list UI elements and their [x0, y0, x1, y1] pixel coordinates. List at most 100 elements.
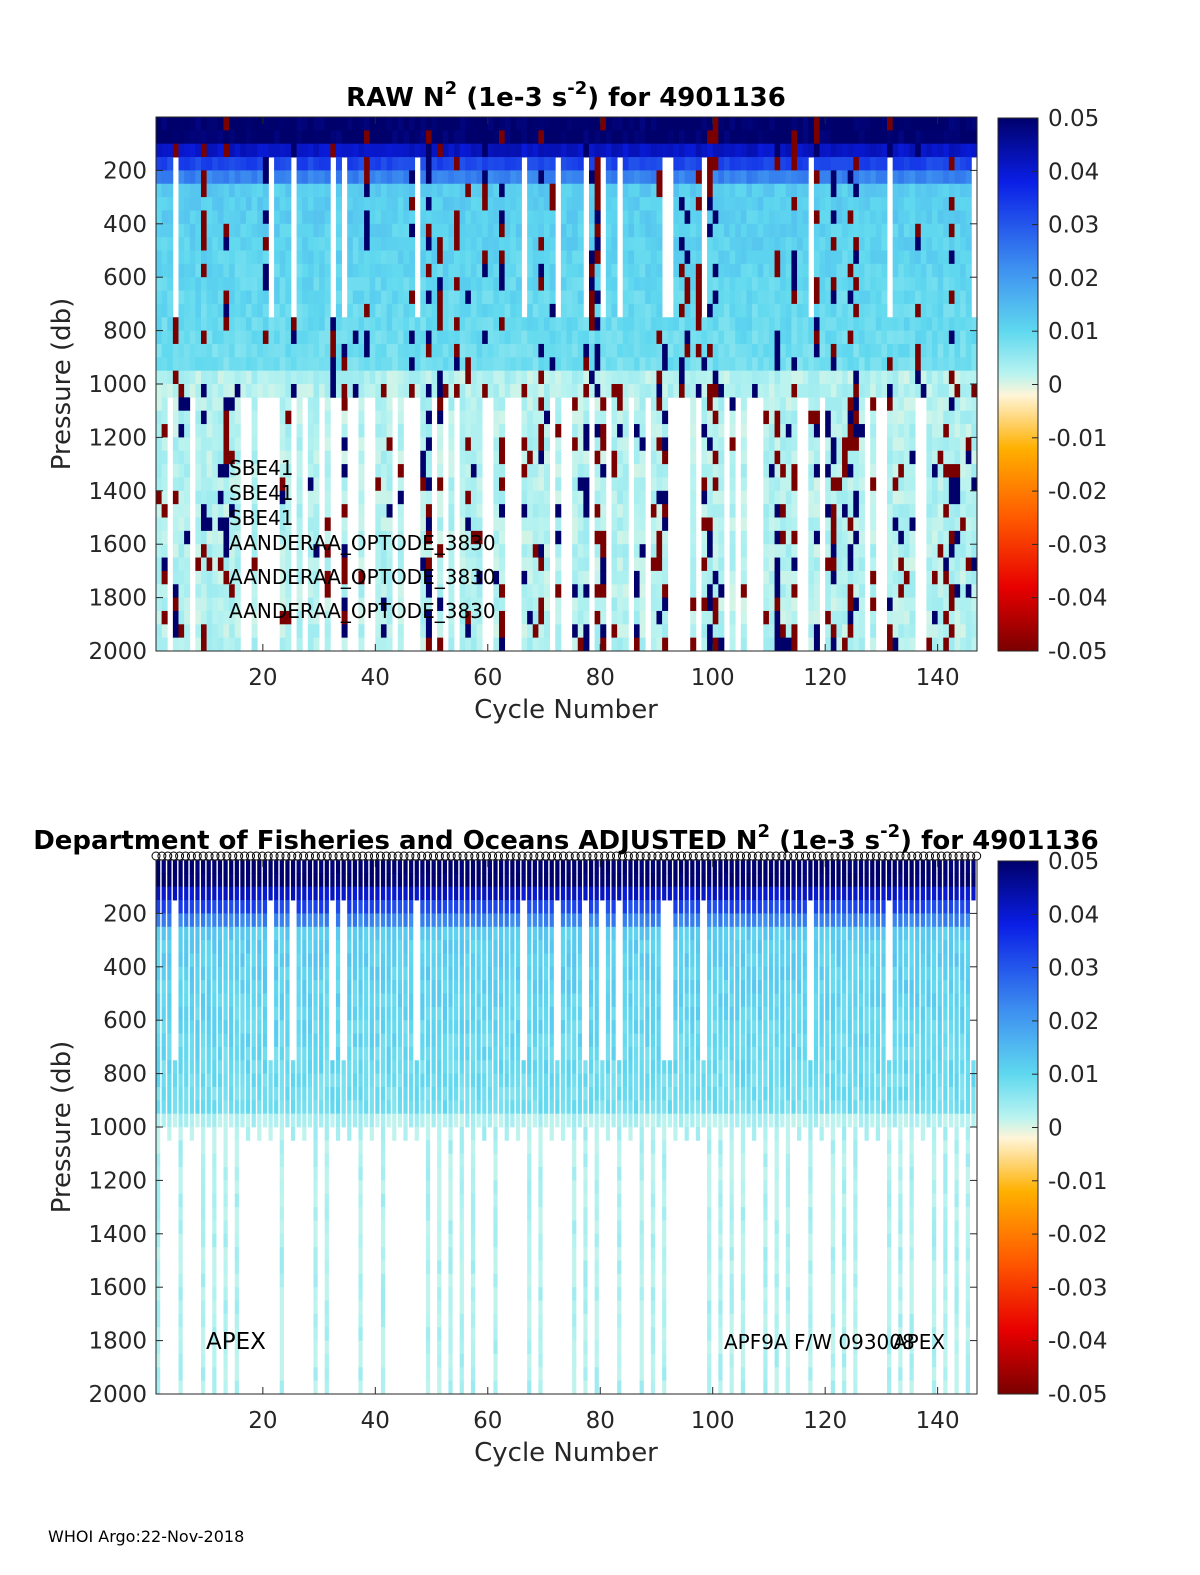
raw-cell: [836, 130, 843, 145]
raw-cell: [521, 330, 528, 345]
raw-cell: [605, 277, 612, 291]
raw-cell: [836, 317, 843, 331]
raw-cell: [319, 317, 326, 331]
raw-cell: [768, 290, 775, 305]
raw-cell: [870, 210, 877, 225]
raw-cell: [324, 290, 331, 305]
raw-cell: [296, 477, 303, 492]
raw-cell: [195, 290, 202, 305]
raw-cell: [499, 317, 506, 331]
raw-cell: [954, 170, 961, 185]
raw-cell: [324, 170, 331, 185]
raw-cell: [161, 157, 168, 171]
raw-cell: [825, 477, 832, 492]
raw-cell: [768, 223, 775, 238]
raw-cell: [386, 504, 393, 518]
raw-cell: [476, 530, 483, 545]
raw-cell: [892, 544, 899, 558]
raw-cell: [527, 170, 534, 185]
raw-cell: [161, 610, 168, 625]
raw-cell: [178, 490, 185, 505]
raw-cell: [420, 597, 427, 612]
raw-cell: [319, 117, 326, 131]
raw-cell: [268, 384, 275, 398]
raw-cell: [853, 223, 860, 238]
raw-cell: [718, 170, 725, 185]
raw-cell: [954, 584, 961, 598]
raw-cell: [375, 384, 382, 398]
raw-cell: [813, 397, 820, 412]
raw-cell: [223, 410, 230, 425]
raw-cell: [611, 303, 618, 318]
raw-cell: [572, 303, 579, 318]
raw-cell: [836, 143, 843, 158]
raw-cell: [870, 263, 877, 278]
adjusted-cell: [178, 1380, 183, 1395]
raw-cell: [577, 117, 584, 131]
raw-cell: [932, 557, 939, 572]
raw-cell: [229, 370, 236, 385]
raw-cell: [156, 263, 163, 278]
raw-cell: [206, 597, 213, 612]
raw-cell: [397, 464, 404, 478]
raw-cell: [364, 143, 371, 158]
raw-cell: [960, 570, 967, 585]
raw-cell: [167, 277, 174, 291]
raw-cell: [341, 490, 348, 505]
raw-cell: [375, 210, 382, 225]
raw-cell: [251, 370, 258, 385]
raw-cell: [909, 597, 916, 612]
raw-cell: [437, 357, 444, 372]
raw-cell: [437, 157, 444, 171]
raw-cell: [701, 597, 708, 612]
raw-cell: [892, 597, 899, 612]
raw-cell: [903, 624, 910, 639]
raw-cell: [673, 250, 680, 265]
raw-cell: [172, 584, 179, 598]
raw-cell: [217, 410, 224, 425]
raw-cell: [184, 504, 191, 518]
raw-cell: [875, 197, 882, 211]
raw-cell: [943, 237, 950, 251]
raw-cell: [544, 597, 551, 612]
raw-cell: [662, 143, 669, 158]
raw-cell: [217, 210, 224, 225]
raw-cell: [195, 504, 202, 518]
raw-cell: [448, 517, 455, 532]
raw-cell: [251, 530, 258, 545]
raw-cell: [932, 544, 939, 558]
raw-cell: [667, 317, 674, 331]
raw-cell: [375, 557, 382, 572]
raw-cell: [499, 597, 506, 612]
raw-cell: [948, 624, 955, 639]
raw-cell: [234, 303, 241, 318]
raw-cell: [898, 504, 905, 518]
raw-cell: [684, 357, 691, 372]
raw-cell: [785, 130, 792, 145]
raw-cell: [797, 317, 804, 331]
raw-cell: [358, 477, 365, 492]
raw-cell: [740, 290, 747, 305]
raw-cell: [791, 437, 798, 452]
raw-cell: [454, 277, 461, 291]
raw-cell: [701, 464, 708, 478]
raw-cell: [650, 263, 657, 278]
raw-cell: [403, 197, 410, 211]
raw-cell: [937, 170, 944, 185]
raw-cell: [937, 277, 944, 291]
raw-cell: [217, 290, 224, 305]
raw-cell: [662, 330, 669, 345]
raw-cell: [302, 357, 309, 372]
raw-cell: [217, 263, 224, 278]
raw-cell: [296, 464, 303, 478]
raw-cell: [397, 584, 404, 598]
raw-cell: [364, 303, 371, 318]
raw-cell: [920, 130, 927, 145]
raw-cell: [605, 130, 612, 145]
adjusted-cell: [189, 913, 194, 928]
raw-cell: [420, 197, 427, 211]
raw-cell: [279, 237, 286, 251]
raw-cell: [240, 277, 247, 291]
raw-cell: [279, 197, 286, 211]
raw-cell: [555, 637, 562, 652]
